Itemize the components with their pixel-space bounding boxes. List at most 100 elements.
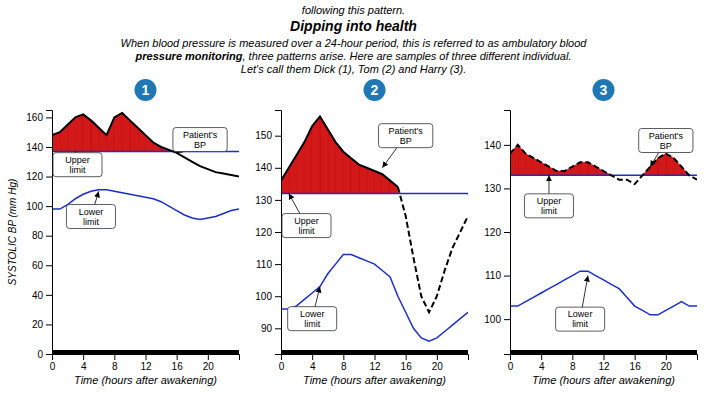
y-tick: 100 (26, 201, 52, 212)
annotation-text: Lowerlimit (300, 309, 325, 329)
badge-circle (364, 79, 386, 101)
panel: 0 4 8 12 16 20 0 20 40 60 80 100 120 140 160 Time (hour… (7, 111, 240, 387)
y-tick-mark (275, 200, 281, 201)
y-axis-title: SYSTOLIC BP (mm Hg) (7, 179, 18, 286)
x-axis-title: Time (hours after awakening) (532, 374, 675, 386)
y-tick-mark (504, 188, 510, 189)
x-tick-label: 12 (140, 361, 152, 372)
y-tick-label: 20 (32, 319, 44, 330)
annotation-text: Patient'sBP (389, 126, 424, 146)
subtitle-segment: Let's call them Dick (1), Tom (2) and Ha… (241, 63, 466, 75)
y-tick-mark (504, 319, 510, 320)
y-tick: 40 (32, 290, 52, 301)
above-limit-fill (588, 162, 596, 175)
x-tick-label: 16 (172, 361, 184, 372)
y-tick-label: 120 (484, 227, 501, 238)
y-tick-label: 140 (26, 142, 43, 153)
annotation-text-line: limit (70, 165, 86, 175)
y-tick: 60 (32, 260, 52, 271)
plot-area (510, 145, 697, 354)
subtitle-segment: When blood pressure is measured over a 2… (121, 37, 588, 49)
x-tick-label: 8 (112, 361, 118, 372)
y-tick-mark (275, 168, 281, 169)
x-tick: 4 (310, 354, 316, 372)
annotation-text: Lowerlimit (79, 207, 104, 227)
y-tick: 0 (37, 349, 52, 360)
y-tick-mark (46, 117, 52, 118)
y-tick: 120 (26, 171, 52, 182)
annotation-text-line: BP (660, 141, 672, 151)
annotation-box (556, 307, 605, 331)
x-tick-mark (208, 354, 209, 360)
x-tick: 20 (203, 354, 215, 372)
x-tick-mark (375, 354, 376, 360)
y-tick-label: 90 (261, 323, 273, 334)
y-tick-label: 110 (485, 270, 501, 281)
x-tick: 16 (630, 354, 642, 372)
y-tick-mark (46, 236, 52, 237)
x-tick-label: 16 (630, 361, 642, 372)
x-tick: 12 (140, 354, 152, 372)
limit-line (281, 193, 468, 195)
x-tick-mark (343, 354, 344, 360)
annotation: Patient'sBP (173, 128, 227, 153)
annotation-text-line: Upper (537, 196, 562, 206)
x-tick-label: 20 (203, 361, 215, 372)
x-tick-mark (406, 354, 407, 360)
x-axis: 048121620 (508, 354, 698, 372)
annotation-box (282, 214, 331, 238)
annotation-text-line: limit (83, 217, 99, 227)
annotation: Upperlimit (524, 175, 573, 218)
x-tick-label: 20 (661, 361, 673, 372)
x-tick-label: 4 (81, 361, 87, 372)
x-tick-mark (146, 354, 147, 360)
y-tick: 80 (32, 230, 52, 241)
x-tick-mark (572, 354, 573, 360)
x-tick-label: 16 (401, 361, 413, 372)
above-limit-fill (580, 162, 588, 175)
x-tick: 4 (81, 354, 87, 372)
x-tick: 4 (539, 354, 545, 372)
y-tick-mark (275, 296, 281, 297)
annotation-text: Upperlimit (537, 196, 562, 216)
x-tick: 20 (661, 354, 673, 372)
y-tick: 100 (484, 314, 510, 325)
x-tick: 0 (279, 354, 285, 372)
x-tick: 16 (401, 354, 413, 372)
y-tick-mark (275, 136, 281, 137)
y-axis-line (504, 111, 511, 355)
y-tick-label: 80 (32, 230, 44, 241)
y-tick: 140 (26, 142, 52, 153)
y-tick-mark (46, 295, 52, 296)
y-axis-line (275, 111, 282, 355)
x-tick: 12 (369, 354, 381, 372)
x-tick-mark (83, 354, 84, 360)
x-tick: 8 (341, 354, 347, 372)
y-tick: 160 (26, 112, 52, 123)
x-axis-line (53, 355, 240, 361)
x-tick: 12 (598, 354, 610, 372)
limit-line (281, 254, 468, 341)
y-tick-label: 120 (255, 227, 272, 238)
y-tick: 120 (484, 227, 510, 238)
x-axis-title: Time (hours after awakening) (74, 374, 217, 386)
y-tick-label: 100 (26, 201, 43, 212)
patient-line (398, 187, 468, 312)
annotation-text: Lowerlimit (568, 309, 593, 329)
y-tick-mark (46, 324, 52, 325)
annotation-text: Patient'sBP (649, 131, 684, 151)
badge-number: 3 (600, 82, 608, 98)
x-tick-mark (177, 354, 178, 360)
x-tick-label: 20 (432, 361, 444, 372)
x-tick-label: 0 (279, 361, 285, 372)
night-bar (281, 350, 468, 354)
x-tick: 8 (570, 354, 576, 372)
annotation-text-line: limit (304, 319, 320, 329)
annotation-text-line: limit (541, 206, 557, 216)
annotation-text-line: limit (572, 319, 588, 329)
y-tick-label: 160 (26, 112, 43, 123)
annotation-box (173, 128, 227, 152)
above-limit-fill (359, 165, 367, 194)
x-tick-label: 0 (50, 361, 56, 372)
annotation-text-line: limit (299, 226, 315, 236)
